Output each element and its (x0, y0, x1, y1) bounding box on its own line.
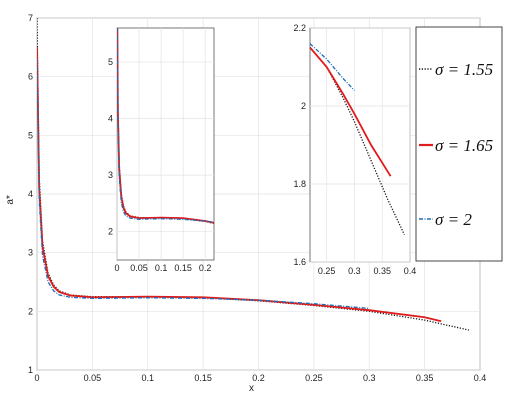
main-x-tick-label: 0.1 (141, 373, 154, 383)
inset-left-x-tick-label: 0.2 (199, 263, 212, 273)
main-series-2 (37, 59, 370, 310)
inset-right-y-tick-label: 2 (301, 101, 306, 111)
main-y-tick-label: 6 (28, 72, 33, 82)
main-y-tick-label: 2 (28, 306, 33, 316)
inset-left-series-2 (117, 28, 214, 224)
main-y-tick-label: 5 (28, 130, 33, 140)
inset-right-x-tick-label: 0.35 (373, 266, 391, 276)
inset-left-x-tick-label: 0.05 (130, 263, 148, 273)
main-y-tick-label: 7 (28, 13, 33, 23)
legend-label-2: σ = 2 (435, 210, 472, 229)
main-x-tick-label: 0.05 (84, 373, 102, 383)
inset-left-x-tick-label: 0.15 (174, 263, 192, 273)
main-series-1 (37, 47, 442, 323)
inset-right-y-tick-label: 2.2 (293, 23, 306, 33)
main-x-tick-label: 0 (34, 373, 39, 383)
main-x-tick-label: 0.25 (305, 373, 323, 383)
main-x-tick-label: 0.35 (416, 373, 434, 383)
inset-right-y-tick-label: 1.8 (293, 179, 306, 189)
x-axis-label: x (249, 383, 254, 394)
inset-right-plot: 0.25 0.3 0.35 0.4 1.6 1.8 2 2.2 (293, 23, 416, 276)
inset-left-y-tick-label: 5 (108, 57, 113, 67)
y-axis-label: a* (5, 195, 16, 205)
legend: σ = 1.55 σ = 1.65 σ = 2 (415, 26, 503, 262)
main-x-tick-label: 0.15 (194, 373, 212, 383)
main-x-tick-label: 0.3 (363, 373, 376, 383)
main-x-tick-label: 0.4 (474, 373, 487, 383)
inset-left-plot: 0 0.05 0.1 0.15 0.2 2 3 4 5 (108, 27, 215, 273)
inset-right-plot-area (309, 27, 411, 263)
inset-left-y-tick-label: 4 (108, 114, 113, 124)
inset-right-series-1 (310, 46, 392, 177)
inset-left-y-tick-label: 2 (108, 227, 113, 237)
main-y-tick-label: 1 (28, 365, 33, 375)
main-x-tick-label: 0.2 (252, 373, 265, 383)
inset-left-x-tick-label: 0 (114, 263, 119, 273)
main-y-tick-label: 4 (28, 189, 33, 199)
inset-left-x-tick-label: 0.1 (155, 263, 168, 273)
inset-right-series-2 (310, 43, 355, 91)
legend-label-1: σ = 1.65 (435, 136, 493, 155)
inset-left-y-tick-label: 3 (108, 170, 113, 180)
inset-left-plot-area (116, 27, 215, 261)
legend-label-0: σ = 1.55 (435, 60, 493, 79)
inset-right-y-tick-label: 1.6 (293, 257, 306, 267)
inset-right-x-tick-label: 0.25 (318, 266, 336, 276)
inset-right-x-tick-label: 0.3 (348, 266, 361, 276)
inset-left-series-1 (117, 28, 214, 224)
main-y-tick-label: 3 (28, 248, 33, 258)
inset-right-x-tick-label: 0.4 (404, 266, 417, 276)
